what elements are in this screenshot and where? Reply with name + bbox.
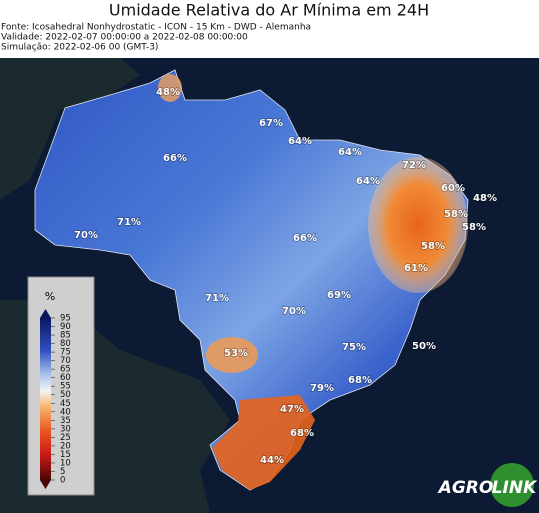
tick-label: 60 [60, 373, 71, 383]
tick-label: 10 [60, 458, 71, 468]
value-label: 58% [444, 209, 468, 220]
tick-label: 90 [60, 322, 71, 332]
value-label: 64% [288, 136, 312, 147]
tick-label: 15 [60, 450, 71, 460]
value-label: 48% [156, 87, 180, 98]
value-label: 68% [290, 428, 314, 439]
title: Umidade Relativa do Ar Mínima em 24H [109, 1, 429, 20]
tick-label: 25 [60, 433, 71, 443]
value-label: 68% [348, 375, 372, 386]
legend-title: % [45, 290, 55, 303]
value-label: 50% [412, 341, 436, 352]
value-label: 53% [224, 348, 248, 359]
header-bg [0, 0, 539, 58]
colorbar-end [40, 309, 51, 318]
value-label: 58% [421, 241, 445, 252]
value-label: 66% [293, 233, 317, 244]
value-label: 61% [404, 263, 428, 274]
tick-label: 85 [60, 331, 71, 341]
tick-label: 30 [60, 424, 71, 434]
dry-area [158, 74, 182, 102]
colorbar [40, 318, 51, 480]
value-label: 48% [473, 193, 497, 204]
logo-circle [490, 463, 534, 507]
value-label: 44% [260, 455, 284, 466]
value-label: 70% [74, 230, 98, 241]
tick-label: 75 [60, 348, 71, 358]
value-label: 70% [282, 306, 306, 317]
logo-left: AGRO [437, 478, 494, 498]
value-label: 60% [441, 183, 465, 194]
colorbar-end [40, 480, 51, 489]
simulation: Simulação: 2022-02-06 00 (GMT-3) [1, 43, 158, 53]
tick-label: 0 [60, 476, 65, 486]
brazil [34, 69, 469, 491]
tick-label: 5 [60, 467, 65, 477]
dry-area [212, 395, 315, 490]
tick-label: 65 [60, 365, 71, 375]
value-label: 75% [342, 342, 366, 353]
value-label: 69% [327, 290, 351, 301]
value-label: 72% [402, 160, 426, 171]
dry-area [368, 157, 468, 293]
legend-box [27, 276, 95, 496]
validity: Validade: 2022-02-07 00:00:00 a 2022-02-… [1, 33, 248, 43]
value-label: 47% [280, 404, 304, 415]
value-label: 64% [356, 176, 380, 187]
value-label: 67% [259, 118, 283, 129]
source: Fonte: Icosahedral Nonhydrostatic - ICON… [1, 23, 311, 33]
tick-label: 35 [60, 416, 71, 426]
tick-label: 45 [60, 399, 71, 409]
tick-label: 95 [60, 314, 71, 324]
dry-area [206, 337, 258, 373]
value-label: 64% [338, 147, 362, 158]
tick-label: 55 [60, 382, 71, 392]
tick-label: 50 [60, 390, 71, 400]
value-label: 71% [117, 217, 141, 228]
value-label: 58% [462, 222, 486, 233]
logo-right: LINK [492, 478, 538, 498]
tick-label: 20 [60, 441, 71, 451]
value-label: 79% [310, 383, 334, 394]
tick-label: 70 [60, 356, 71, 366]
tick-label: 80 [60, 339, 71, 349]
value-label: 66% [163, 153, 187, 164]
value-label: 71% [205, 293, 229, 304]
tick-label: 40 [60, 407, 71, 417]
